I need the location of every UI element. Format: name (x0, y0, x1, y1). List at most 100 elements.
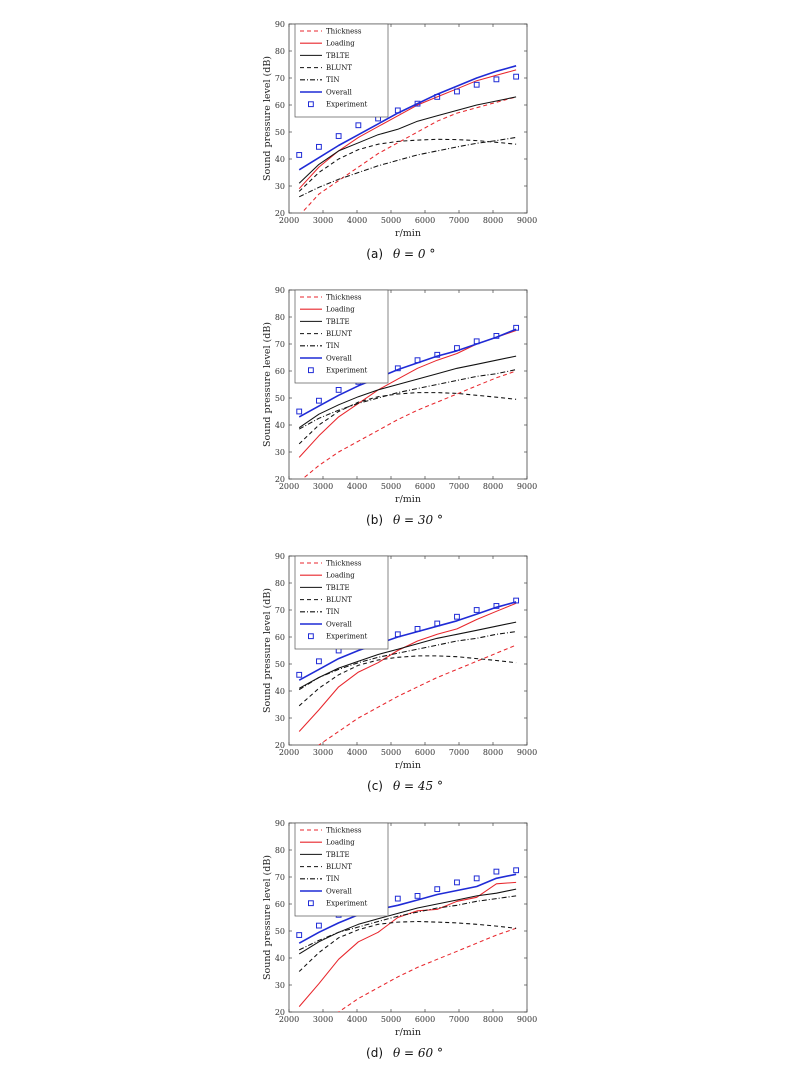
experiment-point (454, 613, 460, 620)
x-tick-label: 4000 (347, 482, 367, 491)
legend-label: Thickness (326, 826, 362, 834)
x-tick-label: 7000 (449, 1015, 469, 1024)
x-tick-label: 8000 (483, 1015, 503, 1024)
y-tick-label: 80 (275, 313, 285, 322)
x-tick-label: 9000 (517, 216, 537, 225)
x-tick-label: 4000 (347, 748, 367, 757)
experiment-point (513, 324, 520, 331)
y-tick-label: 80 (275, 47, 285, 56)
y-tick-label: 30 (275, 182, 285, 191)
y-tick-label: 30 (275, 714, 285, 723)
legend-label: BLUNT (326, 330, 352, 338)
experiment-point (414, 357, 421, 364)
legend-label: BLUNT (326, 64, 352, 72)
x-tick-label: 5000 (381, 216, 401, 225)
legend-label: Experiment (326, 900, 368, 908)
series-line-overall (298, 328, 517, 418)
series-group (298, 65, 517, 213)
series-line-tin (298, 369, 517, 430)
legend: Thickness Loading TBLTE BLUNT TIN Overall Expe… (294, 555, 389, 650)
y-tick-label: 70 (275, 873, 285, 882)
experiment-point (513, 597, 520, 604)
experiment-point (316, 658, 322, 665)
chart-panel-1: 2000 3000 4000 5000 6000 7000 8000 9000 20 30 40 50… (262, 20, 537, 261)
y-tick-label: 60 (275, 633, 285, 642)
y-tick-label: 50 (275, 660, 285, 669)
caption-label: (b) (366, 513, 383, 527)
legend-label: Loading (326, 40, 355, 48)
caption-math: θ = 30 ° (393, 513, 443, 527)
x-tick-label: 5000 (381, 1015, 401, 1024)
y-tick-label: 50 (275, 128, 285, 137)
y-axis-title: Sound pressure level (dB) (262, 322, 273, 447)
legend-label: Overall (326, 620, 353, 628)
legend-marker (308, 367, 314, 374)
x-tick-label: 7000 (449, 748, 469, 757)
x-tick-label: 2000 (279, 748, 299, 757)
y-tick-label: 60 (275, 900, 285, 909)
y-tick-label: 30 (275, 448, 285, 457)
chart-panel-3: 2000 3000 4000 5000 6000 7000 8000 9000 20 30 40 50… (262, 552, 537, 793)
series-line-thickness (301, 370, 517, 479)
legend-label: TIN (326, 875, 340, 883)
experiment-point (434, 351, 441, 358)
y-tick-label: 60 (275, 101, 285, 110)
y-tick-label: 80 (275, 846, 285, 855)
legend-label: Thickness (326, 559, 362, 567)
y-tick-label: 90 (275, 20, 285, 29)
experiment-point (394, 895, 401, 902)
series-line-overall (298, 873, 517, 944)
x-tick-label: 4000 (347, 1015, 367, 1024)
x-tick-label: 6000 (415, 1015, 435, 1024)
caption-label: (a) (366, 247, 383, 261)
y-tick-label: 40 (275, 954, 285, 963)
experiment-point (296, 671, 303, 678)
series-line-loading (298, 602, 517, 732)
legend-marker (308, 900, 314, 907)
x-tick-label: 4000 (347, 216, 367, 225)
experiment-point (454, 879, 460, 886)
chart-panel-2: 2000 3000 4000 5000 6000 7000 8000 9000 20 30 40 50… (262, 286, 537, 527)
series-line-tin (298, 136, 517, 198)
y-tick-label: 80 (275, 579, 285, 588)
y-axis-title: Sound pressure level (dB) (262, 855, 273, 980)
y-tick-label: 70 (275, 606, 285, 615)
y-tick-label: 20 (275, 209, 285, 218)
y-tick-label: 60 (275, 367, 285, 376)
plot-area (288, 822, 528, 1013)
legend-label: Overall (326, 88, 353, 96)
y-tick-label: 70 (275, 340, 285, 349)
x-tick-label: 9000 (517, 1015, 537, 1024)
x-tick-label: 2000 (279, 216, 299, 225)
series-line-blunt (298, 920, 517, 972)
y-tick-label: 90 (275, 552, 285, 561)
experiment-point (355, 122, 362, 129)
series-line-tblte (298, 621, 517, 689)
series-line-tin (298, 631, 517, 691)
y-tick-label: 40 (275, 421, 285, 430)
experiment-point (414, 100, 421, 107)
experiment-point (434, 94, 441, 100)
experiment-point (493, 76, 500, 83)
y-tick-label: 20 (275, 741, 285, 750)
legend-label: Experiment (326, 633, 368, 641)
experiment-point (493, 333, 500, 339)
y-axis-title: Sound pressure level (dB) (262, 56, 273, 181)
legend-label: TIN (326, 76, 340, 84)
x-axis-title: r/min (395, 228, 421, 239)
y-tick-label: 50 (275, 394, 285, 403)
x-tick-label: 8000 (483, 482, 503, 491)
x-tick-label: 3000 (313, 748, 333, 757)
legend-label: TBLTE (326, 584, 350, 592)
legend-label: BLUNT (326, 863, 352, 871)
experiment-point (434, 620, 441, 627)
experiment-point (316, 143, 322, 150)
legend: Thickness Loading TBLTE BLUNT TIN Overall Expe… (294, 289, 389, 384)
series-line-overall (298, 601, 517, 681)
legend-marker (308, 633, 314, 640)
chart-panel-4: 2000 3000 4000 5000 6000 7000 8000 9000 20 30 40 50… (262, 819, 537, 1060)
x-tick-label: 6000 (415, 216, 435, 225)
experiment-point (394, 631, 401, 638)
x-tick-label: 5000 (381, 482, 401, 491)
x-tick-label: 6000 (415, 482, 435, 491)
